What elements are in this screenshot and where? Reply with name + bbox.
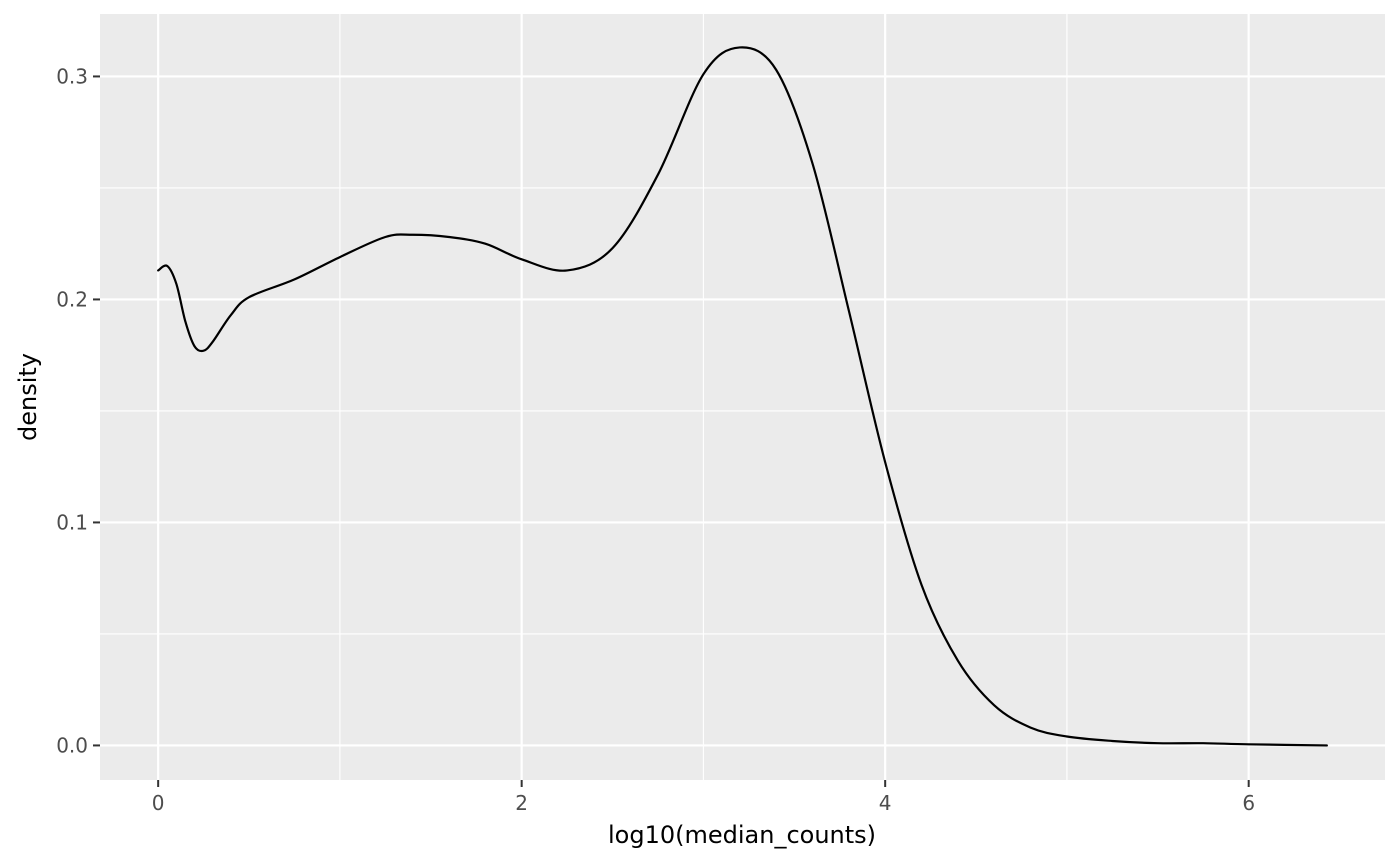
x-tick-label: 2 — [515, 791, 528, 815]
x-axis: 0 2 4 6 — [152, 780, 1255, 815]
x-tick-label: 6 — [1242, 791, 1255, 815]
y-tick-label: 0.0 — [56, 733, 88, 757]
major-gridlines — [100, 14, 1385, 780]
minor-gridlines — [100, 14, 1385, 780]
density-line — [157, 46, 1328, 747]
x-tick-label: 0 — [152, 791, 165, 815]
y-tick-label: 0.1 — [56, 510, 88, 534]
y-axis-title: density — [14, 353, 42, 441]
x-axis-title: log10(median_counts) — [608, 821, 876, 849]
y-tick-label: 0.3 — [56, 64, 88, 88]
plot-panel — [100, 14, 1385, 780]
y-axis: 0.0 0.1 0.2 0.3 — [56, 64, 100, 757]
x-tick-label: 4 — [879, 791, 892, 815]
y-tick-label: 0.2 — [56, 287, 88, 311]
